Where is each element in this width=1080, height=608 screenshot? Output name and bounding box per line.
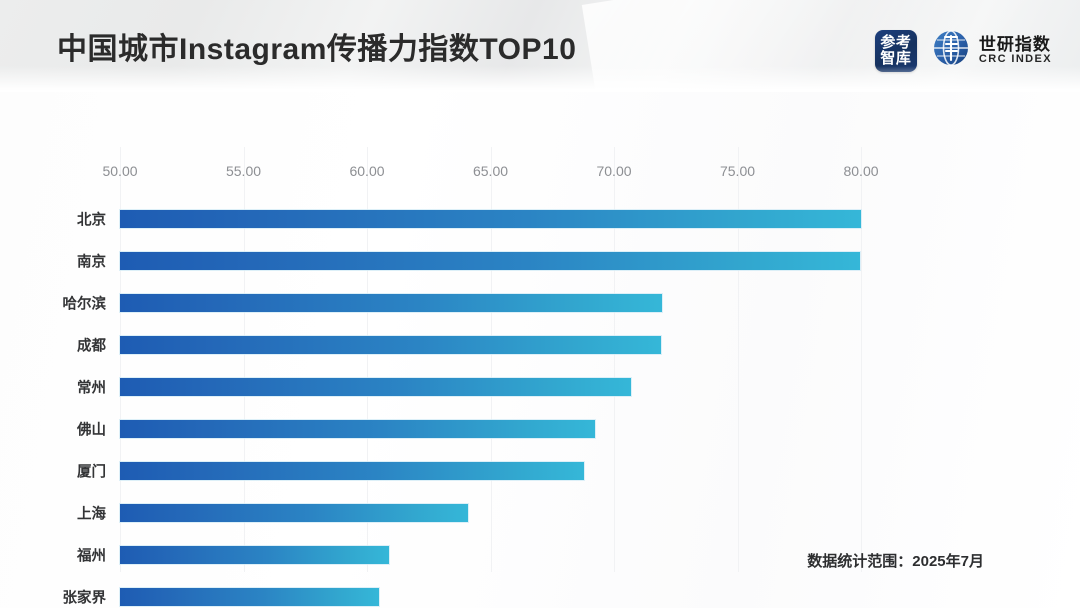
plot-area: 50.00 55.00 60.00 65.00 70.00 75.00 80.00 北京南京…: [63, 147, 879, 607]
bar-series: 北京南京哈尔滨成都常州佛山厦门上海福州张家界: [63, 147, 861, 607]
category-label-上海: 上海: [77, 506, 106, 523]
bar-row: 南京: [77, 252, 861, 271]
category-label-成都: 成都: [77, 338, 106, 355]
category-label-张家界: 张家界: [62, 590, 107, 607]
category-label-佛山: 佛山: [77, 422, 106, 439]
x-tick-label: 50.00: [102, 163, 138, 179]
x-tick-label: 55.00: [225, 163, 262, 179]
bar-row: 上海: [77, 504, 861, 523]
crc-logo-name-en: CRC INDEX: [978, 52, 1052, 65]
x-axis: 50.00 55.00 60.00 65.00 70.00 75.00 80.00: [102, 163, 878, 183]
x-tick-label: 65.00: [472, 163, 509, 179]
bar-成都[interactable]: [120, 336, 661, 354]
category-label-南京: 南京: [77, 254, 106, 271]
bar-张家界[interactable]: [120, 588, 380, 606]
crc-logo: 世研指数 CRC INDEX: [931, 28, 1052, 73]
x-tick-label: 60.00: [349, 163, 385, 179]
crc-logo-name-cn: 世研指数: [978, 34, 1051, 54]
bar-row: 成都: [77, 336, 861, 355]
bar-row: 厦门: [77, 462, 861, 481]
bar-北京[interactable]: [120, 210, 861, 228]
bar-上海[interactable]: [120, 504, 469, 522]
crc-logo-text: 世研指数 CRC INDEX: [978, 34, 1052, 65]
category-label-厦门: 厦门: [77, 464, 106, 481]
ckzk-logo-line1: 参考: [880, 33, 912, 51]
page-header: 中国城市Instagram传播力指数TOP10 参考 智库: [0, 0, 1080, 92]
bar-南京[interactable]: [120, 252, 860, 270]
data-range-note: 数据统计范围：2025年7月: [807, 553, 984, 570]
ckzk-logo-badge: 参考 智库: [874, 29, 917, 72]
x-tick-label: 70.00: [596, 163, 632, 179]
bar-row: 张家界: [63, 588, 861, 607]
bar-厦门[interactable]: [120, 462, 585, 480]
category-label-福州: 福州: [77, 548, 106, 565]
bar-row: 佛山: [77, 420, 861, 439]
x-tick-label: 80.00: [843, 163, 879, 179]
page-title: 中国城市Instagram传播力指数TOP10: [57, 33, 577, 66]
chart-body: 50.00 55.00 60.00 65.00 70.00 75.00 80.00 北京南京…: [0, 92, 1080, 608]
bar-row: 哈尔滨: [63, 294, 861, 313]
bar-哈尔滨[interactable]: [120, 294, 663, 312]
bar-row: 福州: [77, 546, 861, 565]
bar-福州[interactable]: [120, 546, 390, 564]
bar-row: 北京: [77, 210, 861, 229]
logo-group: 参考 智库: [874, 28, 1052, 73]
category-label-北京: 北京: [77, 212, 106, 229]
gridline-80.00: [861, 147, 862, 572]
bar-常州[interactable]: [120, 378, 632, 396]
bar-row: 常州: [77, 378, 861, 397]
globe-icon: [931, 28, 971, 73]
ckzk-logo-line2: 智库: [880, 49, 912, 67]
category-label-常州: 常州: [77, 380, 106, 397]
category-label-哈尔滨: 哈尔滨: [62, 296, 107, 313]
x-tick-label: 75.00: [719, 163, 756, 179]
bar-佛山[interactable]: [120, 420, 596, 438]
